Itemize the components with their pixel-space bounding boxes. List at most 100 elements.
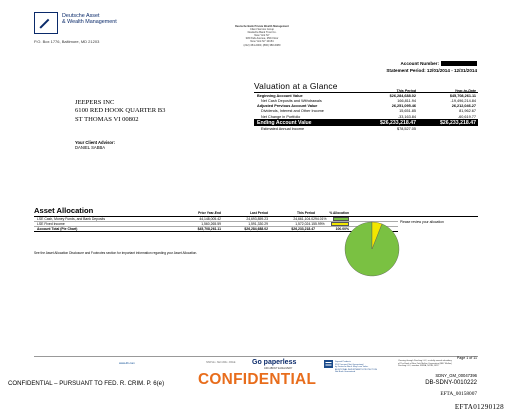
valuation-row-this: 26,251,095.46: [391, 104, 416, 109]
allocation-review-text: Please review your allocation: [400, 220, 444, 224]
website-link[interactable]: www.db.com: [119, 361, 135, 365]
col-this-period: This Period: [297, 211, 315, 215]
valuation-row: Adjusted Previous Account Value 26,251,09…: [254, 104, 478, 109]
valuation-row-this: 166,811.94: [397, 98, 416, 103]
valuation-row-ytd: -19,496,214.84: [450, 98, 476, 103]
allocation-row: LSE Cash, Money Funds, and Bank Deposits…: [34, 217, 398, 223]
redaction-box: [441, 61, 477, 67]
valuation-row: Dividends, Interest and Other Income 15,6…: [254, 109, 478, 114]
client-advisor: Your Client Advisor: DANIEL SABBA: [75, 140, 115, 151]
pie-slice-fixed-income: [371, 221, 383, 250]
branch-line: Deutsche Bank Trust Co.: [247, 31, 277, 35]
fdic-line: Deposit Products: [335, 361, 351, 363]
allocation-row: LSE Fixed Income 1,560,265.59 1,591,330.29…: [34, 222, 398, 228]
allocation-total-row: Account Total (Pie Chart) $45,708,261.11…: [34, 227, 398, 233]
ending-account-value-row: Ending Account Value $26,233,218.47 $26,…: [254, 119, 478, 127]
valuation-row-ytd: 81,962.67: [459, 109, 476, 114]
fdic-line: ADDITIONAL INVESTMENTS PROTECTION: [335, 368, 377, 371]
branch-line: New York NY 10154: [250, 40, 274, 44]
valuation-title: Valuation at a Glance: [254, 81, 338, 91]
allocation-row-prior: 44,148,005.42: [199, 217, 221, 222]
clearing-line: of The Bank of New York Mellon Corporati…: [398, 362, 452, 365]
ending-label: Ending Account Value: [257, 119, 312, 126]
valuation-table: This Period Year-to-Date Beginning Accou…: [254, 88, 478, 131]
valuation-row-ytd: $45,708,261.11: [449, 93, 476, 98]
fdic-line: Not Bank Guaranteed: [335, 371, 356, 374]
valuation-row-label: Beginning Account Value: [257, 93, 303, 98]
clearing-disclosure: Clearing through Pershing LLC, a wholly …: [398, 360, 478, 368]
account-number-label: Account Number:: [400, 61, 439, 66]
allocation-row-label: LSE Fixed Income: [34, 222, 161, 226]
asset-allocation-table: Prior Year-End Last Period This Period %…: [34, 209, 398, 233]
confidential-stamp: CONFIDENTIAL: [198, 371, 317, 388]
valuation-row-label: Adjusted Previous Account Value: [257, 104, 318, 109]
go-paperless-subtext: ASK ABOUT E-DELIVERY: [264, 367, 293, 370]
col-prior-year-end: Prior Year-End: [198, 211, 221, 215]
footer-rule: [34, 356, 478, 357]
brand-name: Deutsche Asset & Wealth Management: [62, 13, 117, 26]
allocation-row-this: 24,661,104.02: [293, 217, 315, 222]
valuation-header-row: This Period Year-to-Date: [254, 88, 478, 93]
allocation-pct-text: 94.01%: [315, 217, 327, 222]
allocation-pct-text: 5.99%: [315, 222, 325, 227]
allocation-header-row: Prior Year-End Last Period This Period %…: [34, 209, 398, 215]
go-paperless-banner: Go paperless: [252, 359, 297, 366]
client-name: JEEPERS INC: [75, 99, 115, 106]
valuation-row: Beginning Account Value $26,284,688.02 $45…: [254, 93, 478, 98]
estimated-income-row: Estimated Annual Income $78,527.05: [254, 126, 478, 131]
advisor-name: DANIEL SABBA: [75, 145, 106, 151]
col-percent-allocation: % Allocation: [329, 211, 349, 215]
advisor-label: Your Client Advisor:: [75, 140, 116, 145]
allocation-label-text: LSE Fixed Income: [37, 222, 65, 227]
page-number: Page 1 of 11: [456, 356, 477, 360]
branch-line: Deutsche Bank Private Wealth Management: [235, 25, 289, 28]
statement-period: Statement Period: 12/01/2014 - 12/31/201…: [386, 68, 477, 73]
po-address: P.O. Box 1776, Baltimore, MD 21203: [34, 39, 100, 44]
total-prior: $45,708,261.11: [197, 227, 221, 232]
deutsche-bank-logo: [34, 12, 58, 34]
client-street: 6100 RED HOOK QUARTER B3: [75, 107, 166, 115]
ending-ytd: $26,233,218.47: [439, 119, 476, 126]
valuation-row-label: Net Change in Portfolio: [261, 114, 301, 119]
legend-swatch: [332, 217, 349, 221]
fdic-line: FDIC Insured. Not Guaranteed: [335, 363, 364, 366]
total-this: $26,233,218.47: [291, 227, 315, 232]
fdic-line: by Deutsche Bank. May Lose Value.: [335, 366, 369, 369]
valuation-row: Net Cash Deposits and Withdrawals 166,811…: [254, 98, 478, 103]
branch-line: 345 Park Avenue, 25th Floor: [245, 37, 279, 41]
client-address: JEEPERS INC 6100 RED HOOK QUARTER B3 ST …: [75, 99, 165, 124]
valuation-row-this: 15,651.85: [399, 109, 416, 114]
allocation-row-prior: 1,560,265.59: [201, 222, 221, 227]
confidential-notice: CONFIDENTIAL – PURSUANT TO FED. R. CRIM.…: [8, 380, 165, 387]
total-pct: 100.00%: [335, 227, 349, 232]
account-info: Account Number: Statement Period: 12/01/…: [386, 60, 477, 74]
asset-allocation-rule: [34, 216, 478, 217]
footer-slogan: SIMPLE • SECURE • FREE: [206, 361, 236, 364]
clearing-line: Clearing through Pershing LLC, a wholly …: [398, 360, 452, 362]
allocation-row-label: LSE Cash, Money Funds, and Bank Deposits: [34, 217, 161, 221]
legend-swatch: [330, 222, 349, 226]
allocation-pie-chart: [344, 221, 400, 277]
allocation-row-this: 1,572,024.15: [295, 222, 315, 227]
col-last-period: Last Period: [250, 211, 268, 215]
asset-allocation-title: Asset Allocation: [34, 206, 94, 215]
branch-address-block: Deutsche Bank Private Wealth Management …: [226, 25, 298, 47]
valuation-row-ytd: 26,212,046.27: [451, 104, 476, 109]
allocation-note: See the Asset Allocation Disclosure and …: [34, 251, 198, 255]
branch-line: (212) 454-2000, (800) 380-6080: [243, 43, 281, 47]
total-last: $26,284,688.02: [244, 227, 268, 232]
col-this-period: This Period: [396, 88, 416, 93]
allocation-row-pct: 94.01%: [315, 217, 349, 221]
ending-this: $26,233,218.47: [379, 119, 416, 126]
efta-number-small: EFTA_00158007: [440, 391, 477, 397]
estimated-income-value: $78,527.05: [396, 126, 416, 131]
bates-number: DB-SDNY-0010222: [425, 380, 477, 386]
valuation-row-label: Net Cash Deposits and Withdrawals: [261, 98, 322, 103]
brand-line-2: & Wealth Management: [62, 19, 117, 26]
branch-line: Client Service Group: [250, 28, 274, 32]
client-city: ST THOMAS VI 00802: [75, 115, 139, 123]
total-label: Account Total (Pie Chart): [37, 227, 78, 232]
valuation-row-label: Dividends, Interest and Other Income: [261, 109, 324, 114]
allocation-label-text: LSE Cash, Money Funds, and Bank Deposits: [37, 217, 106, 222]
col-year-to-date: Year-to-Date: [454, 88, 476, 93]
